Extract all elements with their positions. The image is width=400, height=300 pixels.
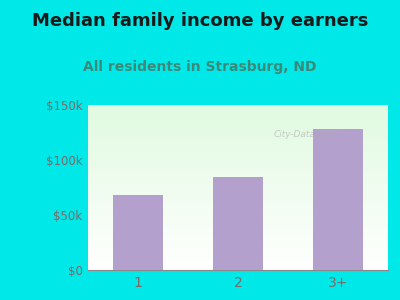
Bar [313,129,363,270]
Bar [213,176,263,270]
Text: Median family income by earners: Median family income by earners [32,12,368,30]
Text: City-Data.com: City-Data.com [274,130,338,139]
Text: All residents in Strasburg, ND: All residents in Strasburg, ND [83,60,317,74]
Bar [113,195,163,270]
